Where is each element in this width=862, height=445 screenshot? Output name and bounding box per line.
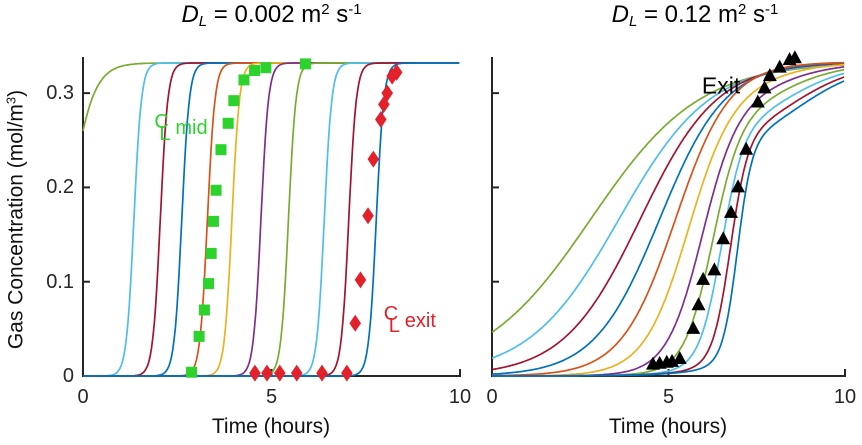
y-axis-label: Gas Concentration (mol/m3) [4,50,31,390]
curve-pos-11 [492,80,845,377]
mid-data-squares [198,304,210,316]
exit-data-triangles [762,68,777,82]
exit-data-triangles [707,262,722,276]
curve-pos-05 [492,61,845,377]
x-tick-label: 5 [265,386,278,408]
x-axis-label-right: Time (hours) [608,415,728,438]
exit-data-triangles [691,297,706,311]
left-panel-title: DL = 0.002 m2 s-1 [83,1,460,30]
curve-pos-04 [491,62,845,376]
y-tick-label: 0.1 [46,270,74,293]
exit-data-diamonds [341,364,353,382]
title-subscript: L [198,13,208,30]
mid-data-squares [249,64,261,76]
midpoint-annotation-text: mid [175,117,208,140]
mid-data-squares [260,62,272,74]
exit-data-diamonds [273,364,286,382]
curve-pos-10 [492,76,845,377]
title-equation: = 0.12 m [637,1,739,28]
title-superscript: 2 [321,1,330,18]
mid-data-squares [215,144,227,156]
title-superscript: -1 [348,1,362,18]
curve-pos-08 [492,68,845,377]
mid-data-squares [228,95,240,107]
title-units: s [746,1,766,28]
y-tick-label: 0 [62,365,74,387]
exit-data-triangles [731,179,746,193]
exit-data-diamonds [261,364,273,382]
title-superscript: 2 [738,1,747,18]
exit-data-triangles [686,320,701,334]
exit-data-triangles [787,50,802,64]
exit-data-diamonds [367,150,380,168]
mid-data-squares [222,117,234,129]
y-axis-label-close: ) [4,89,28,97]
exit-data-triangles [739,141,754,155]
title-subscript: L [628,13,638,30]
y-tick-label: 0.2 [46,176,74,199]
curve-pos-03 [491,62,845,371]
mid-data-squares [299,58,311,70]
mid-data-squares [186,366,198,378]
x-tick-label: 5 [662,386,675,408]
curve-pos-02 [491,63,845,359]
exit-data-triangles [672,351,687,365]
exit-annotation-right: Exit [702,72,740,99]
exit-data-diamonds [390,63,403,81]
exit-data-triangles [696,271,711,285]
right-panel-title: DL = 0.12 m2 s-1 [517,1,862,30]
exit-data-diamonds [290,364,303,382]
x-tick-label: 10 [448,386,472,408]
exit-data-triangles [757,80,772,94]
mid-data-squares [193,330,205,342]
exit-data-triangles [723,204,738,218]
exit-data-diamonds [354,271,367,289]
mid-data-squares [210,184,222,196]
exit-data-diamonds [349,314,361,332]
mid-data-squares [207,215,219,227]
mid-data-squares [205,247,217,259]
exit-data-diamonds [375,111,387,129]
y-axis-label-superscript: 3 [3,96,19,105]
exit-data-diamonds [381,84,394,102]
title-symbol: D [611,1,629,28]
exit-data-triangles [750,94,765,108]
x-tick-label: 0 [77,386,89,408]
title-units: s [329,1,349,28]
y-tick-label: 0.3 [46,82,74,105]
x-tick-label: 0 [486,386,498,408]
x-axis-label-left: Time (hours) [211,415,331,438]
curve-pos-07 [492,66,845,377]
exit-data-diamonds [316,364,328,382]
mid-data-squares [203,278,215,290]
exit-data-triangles [716,231,731,245]
curve-pos-09 [492,72,845,377]
title-superscript: -1 [765,1,779,18]
y-axis-label-text: Gas Concentration (mol/m [4,104,28,350]
exit-data-triangles [772,59,787,73]
exit-data-diamonds [249,364,261,382]
mid-data-squares [238,74,250,86]
title-symbol: D [181,1,199,28]
exit-annotation-text: Exit [701,72,741,99]
exit-data-diamonds [362,207,374,225]
exit-annotation-text: exit [404,309,436,332]
x-tick-label: 10 [833,386,857,408]
title-equation: = 0.002 m [207,1,322,28]
